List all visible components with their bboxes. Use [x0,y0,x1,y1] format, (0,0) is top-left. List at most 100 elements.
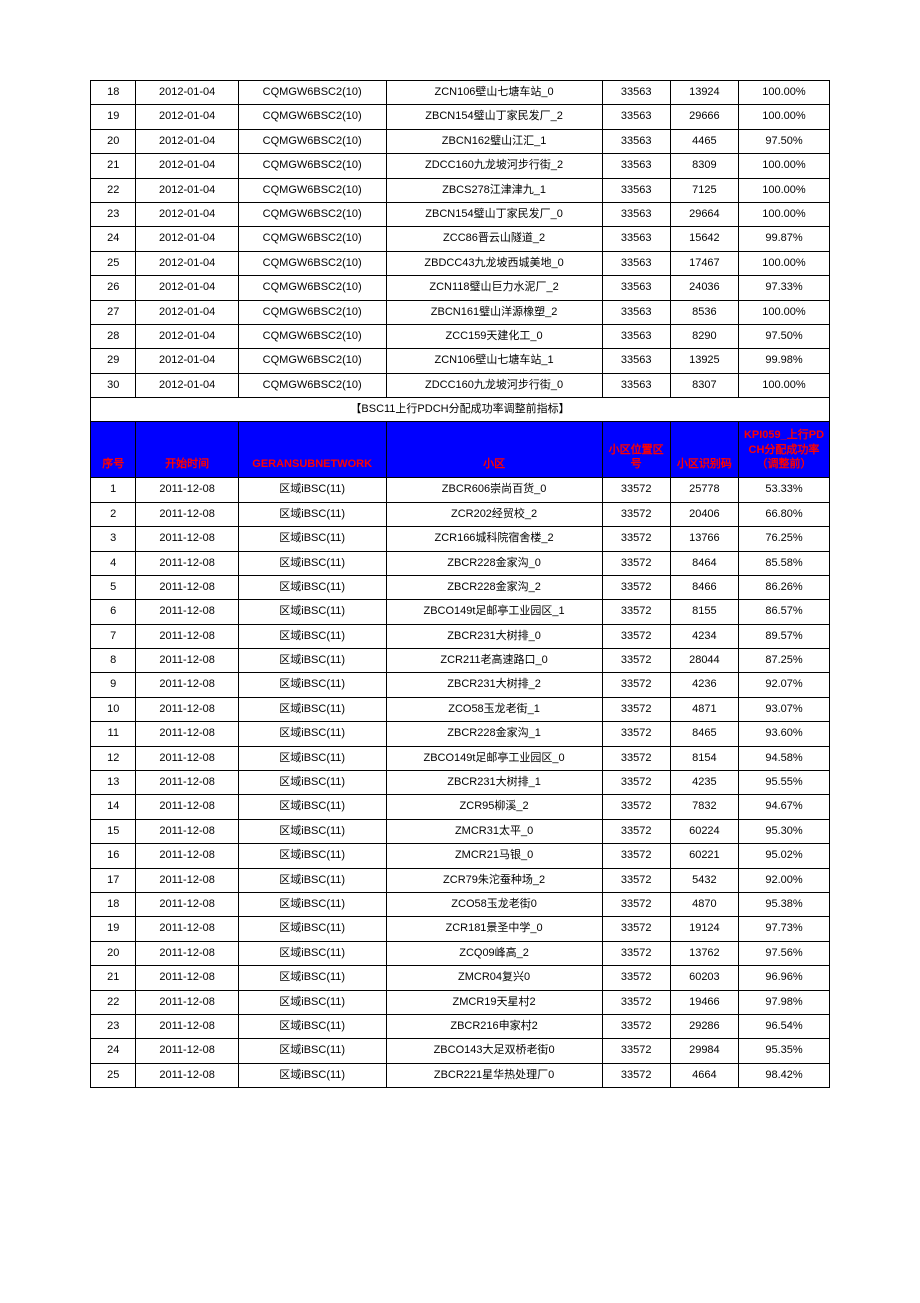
cell-loc: 33563 [602,276,670,300]
cell-cell: ZBCN161璧山洋源橡塑_2 [386,300,602,324]
cell-loc: 33572 [602,551,670,575]
table-row: 182011-12-08区域iBSC(11)ZCO58玉龙老街033572487… [91,893,830,917]
cell-cell: ZCN106壁山七塘车站_0 [386,81,602,105]
table-row: 242012-01-04CQMGW6BSC2(10)ZCC86晋云山隧道_233… [91,227,830,251]
table-row: 252011-12-08区域iBSC(11)ZBCR221星华热处理厂03357… [91,1063,830,1087]
cell-loc: 33572 [602,868,670,892]
cell-date: 2011-12-08 [136,990,238,1014]
table-row: 272012-01-04CQMGW6BSC2(10)ZBCN161璧山洋源橡塑_… [91,300,830,324]
cell-kpi: 95.55% [738,771,829,795]
cell-loc: 33572 [602,1039,670,1063]
cell-date: 2011-12-08 [136,1039,238,1063]
hdr-net: GERANSUBNETWORK [238,422,386,478]
cell-seq: 28 [91,324,136,348]
table-row: 232011-12-08区域iBSC(11)ZBCR216申家村23357229… [91,1014,830,1038]
cell-cell: ZCR79朱沱蚕种场_2 [386,868,602,892]
cell-date: 2012-01-04 [136,154,238,178]
cell-net: 区域iBSC(11) [238,1063,386,1087]
cell-net: 区域iBSC(11) [238,893,386,917]
cell-ci: 13762 [670,941,738,965]
cell-cell: ZBCN154璧山丁家民发厂_2 [386,105,602,129]
cell-date: 2011-12-08 [136,697,238,721]
table-row: 152011-12-08区域iBSC(11)ZMCR31太平_033572602… [91,819,830,843]
cell-ci: 8155 [670,600,738,624]
cell-loc: 33572 [602,966,670,990]
cell-ci: 4870 [670,893,738,917]
cell-seq: 29 [91,349,136,373]
cell-date: 2011-12-08 [136,722,238,746]
cell-date: 2011-12-08 [136,1014,238,1038]
cell-net: CQMGW6BSC2(10) [238,227,386,251]
table-row: 202012-01-04CQMGW6BSC2(10)ZBCN162璧山江汇_13… [91,129,830,153]
cell-date: 2011-12-08 [136,1063,238,1087]
cell-seq: 26 [91,276,136,300]
cell-loc: 33563 [602,129,670,153]
cell-seq: 5 [91,575,136,599]
cell-kpi: 95.35% [738,1039,829,1063]
cell-date: 2011-12-08 [136,527,238,551]
hdr-date: 开始时间 [136,422,238,478]
cell-net: CQMGW6BSC2(10) [238,300,386,324]
cell-loc: 33572 [602,722,670,746]
cell-loc: 33572 [602,600,670,624]
cell-net: 区域iBSC(11) [238,673,386,697]
cell-net: 区域iBSC(11) [238,1039,386,1063]
cell-seq: 21 [91,154,136,178]
cell-kpi: 94.58% [738,746,829,770]
cell-ci: 25778 [670,478,738,502]
cell-date: 2012-01-04 [136,202,238,226]
table-row: 12011-12-08区域iBSC(11)ZBCR606崇尚百货_0335722… [91,478,830,502]
cell-kpi: 100.00% [738,373,829,397]
cell-ci: 17467 [670,251,738,275]
cell-loc: 33563 [602,202,670,226]
cell-seq: 21 [91,966,136,990]
cell-net: CQMGW6BSC2(10) [238,349,386,373]
cell-ci: 13925 [670,349,738,373]
cell-kpi: 100.00% [738,202,829,226]
cell-ci: 8466 [670,575,738,599]
cell-loc: 33572 [602,893,670,917]
cell-net: 区域iBSC(11) [238,722,386,746]
table-row: 22011-12-08区域iBSC(11)ZCR202经贸校_233572204… [91,502,830,526]
cell-cell: ZCC86晋云山隧道_2 [386,227,602,251]
cell-date: 2011-12-08 [136,746,238,770]
cell-kpi: 53.33% [738,478,829,502]
table-row: 262012-01-04CQMGW6BSC2(10)ZCN118璧山巨力水泥厂_… [91,276,830,300]
cell-net: 区域iBSC(11) [238,527,386,551]
table-row: 42011-12-08区域iBSC(11)ZBCR228金家沟_03357284… [91,551,830,575]
table-row: 62011-12-08区域iBSC(11)ZBCO149t足邮亭工业园区_133… [91,600,830,624]
cell-cell: ZBDCC43九龙坡西城美地_0 [386,251,602,275]
cell-ci: 29664 [670,202,738,226]
cell-net: 区域iBSC(11) [238,868,386,892]
cell-cell: ZBCR231大树排_0 [386,624,602,648]
cell-date: 2011-12-08 [136,795,238,819]
cell-loc: 33572 [602,502,670,526]
cell-cell: ZMCR19天星村2 [386,990,602,1014]
cell-kpi: 100.00% [738,154,829,178]
cell-ci: 8465 [670,722,738,746]
cell-cell: ZBCN154璧山丁家民发厂_0 [386,202,602,226]
cell-net: 区域iBSC(11) [238,844,386,868]
cell-seq: 17 [91,868,136,892]
cell-net: CQMGW6BSC2(10) [238,178,386,202]
cell-ci: 4236 [670,673,738,697]
cell-kpi: 97.50% [738,129,829,153]
cell-loc: 33572 [602,795,670,819]
cell-seq: 8 [91,649,136,673]
cell-net: 区域iBSC(11) [238,746,386,770]
table-row: 302012-01-04CQMGW6BSC2(10)ZDCC160九龙坡河步行街… [91,373,830,397]
cell-ci: 19466 [670,990,738,1014]
cell-ci: 8154 [670,746,738,770]
cell-cell: ZCC159天建化工_0 [386,324,602,348]
cell-cell: ZBCR221星华热处理厂0 [386,1063,602,1087]
cell-net: 区域iBSC(11) [238,966,386,990]
cell-date: 2012-01-04 [136,300,238,324]
cell-ci: 20406 [670,502,738,526]
cell-net: 区域iBSC(11) [238,1014,386,1038]
cell-cell: ZCQ09峰高_2 [386,941,602,965]
cell-kpi: 94.67% [738,795,829,819]
table-row: 232012-01-04CQMGW6BSC2(10)ZBCN154璧山丁家民发厂… [91,202,830,226]
cell-ci: 60203 [670,966,738,990]
cell-date: 2011-12-08 [136,624,238,648]
cell-cell: ZBCR228金家沟_0 [386,551,602,575]
